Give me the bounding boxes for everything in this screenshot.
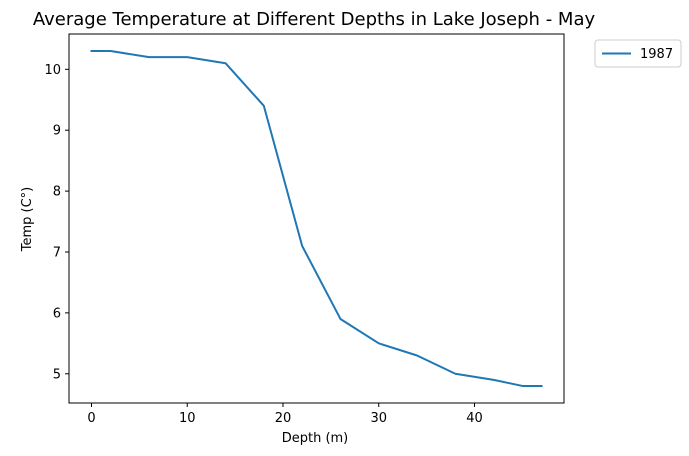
legend-label: 1987 [640,47,673,62]
y-tick-label: 8 [53,185,61,200]
x-tick-label: 20 [275,411,292,426]
x-axis-label: Depth (m) [282,431,349,446]
y-tick-label: 6 [53,306,61,321]
y-axis-label: Temp (C°) [20,187,35,253]
y-tick-label: 10 [44,63,61,78]
x-axis: 0 10 20 30 40 [87,403,483,426]
legend: 1987 [594,39,682,68]
x-tick-label: 10 [179,411,196,426]
x-tick-label: 30 [370,411,387,426]
y-tick-label: 7 [53,245,61,260]
legend-frame [594,39,682,68]
series-line-1987 [90,50,543,387]
plot-frame [68,33,565,404]
x-tick-label: 0 [87,411,95,426]
plot-area [68,33,565,404]
y-tick-label: 5 [53,367,61,382]
x-tick-label: 40 [466,411,483,426]
chart-title: Average Temperature at Different Depths … [33,9,596,30]
y-tick-label: 9 [53,124,61,139]
y-axis: 5 6 7 8 9 10 [44,63,69,382]
